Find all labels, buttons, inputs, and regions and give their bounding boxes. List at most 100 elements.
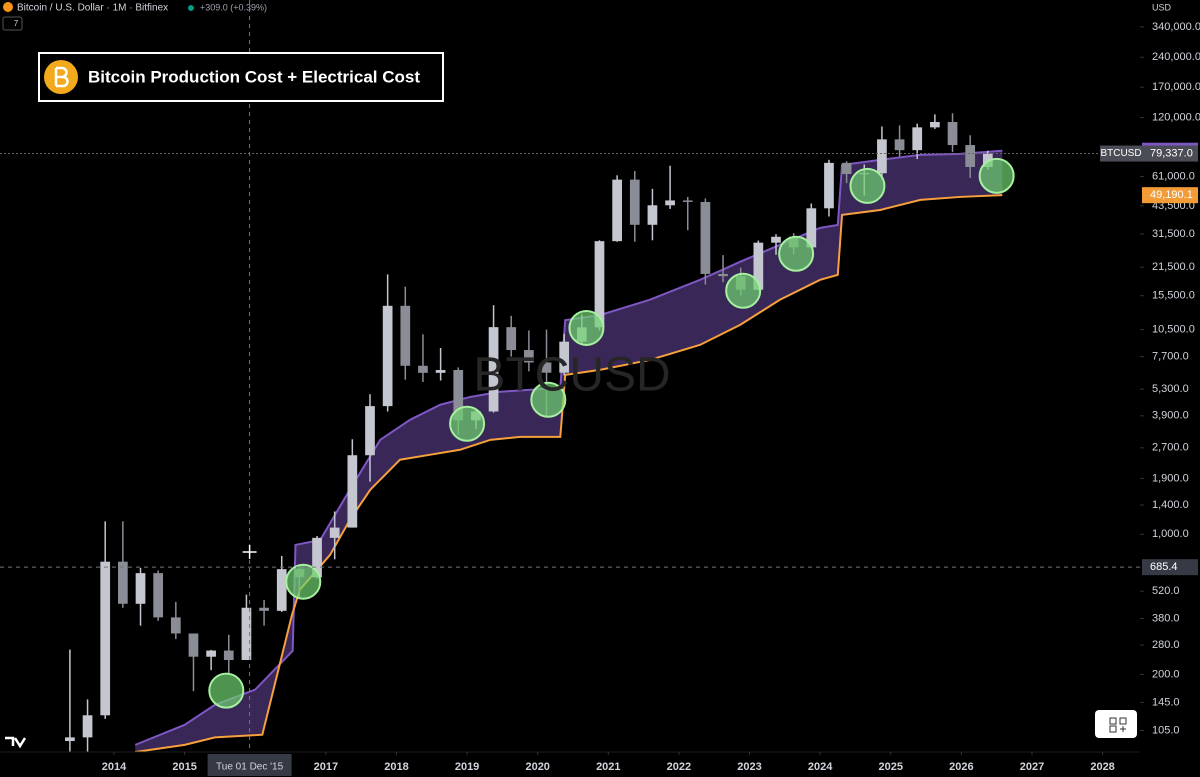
candle-body <box>771 236 781 243</box>
marker <box>530 381 567 418</box>
marker <box>849 167 886 204</box>
marker <box>449 405 486 442</box>
price-tag: 79,337.0 <box>1150 147 1193 159</box>
x-tick-label: 2018 <box>384 761 408 773</box>
candle-body <box>824 162 834 209</box>
candle-body <box>382 305 393 407</box>
y-tick-label: 120,000.0 <box>1152 111 1200 123</box>
currency: USD <box>1152 2 1172 12</box>
title-box <box>38 52 444 102</box>
candle-body <box>188 633 199 657</box>
marker <box>285 563 322 600</box>
price-tag: 49,190.1 <box>1150 189 1193 201</box>
candle-body <box>594 241 605 328</box>
candle-body <box>400 305 411 366</box>
candle-body <box>418 365 428 373</box>
candle-body <box>435 370 446 373</box>
y-tick-label: 7,700.0 <box>1152 351 1189 363</box>
candle-body <box>647 205 658 225</box>
bitcoin-glyph <box>54 66 69 88</box>
candle-body <box>947 122 958 146</box>
x-tick-label: 2025 <box>879 761 903 773</box>
candle-body <box>894 139 905 151</box>
candle-body <box>347 455 358 528</box>
x-tick-label: 2022 <box>667 761 691 773</box>
axes: 105.0 145.0 200.0 280.0 380.0 520.0 1,000.0 1,4… <box>0 21 1200 777</box>
y-tick-label: 1,400.0 <box>1152 499 1189 511</box>
crosshair-x-bg <box>207 754 292 776</box>
candle-body <box>612 179 622 242</box>
y-tick-label: 2,700.0 <box>1152 442 1189 454</box>
candle-body <box>841 162 852 175</box>
y-tick-label: 200.0 <box>1152 668 1180 680</box>
candle-body <box>223 650 234 660</box>
crosshair-y-bg <box>1142 559 1198 576</box>
candle-body <box>82 715 93 738</box>
y-tick-label: 1,900.0 <box>1152 472 1189 484</box>
candle-body <box>276 569 287 611</box>
tag-bg <box>1100 145 1142 162</box>
candle-body <box>206 650 216 657</box>
y-tick-label: 280.0 <box>1152 639 1180 651</box>
y-tick-label: 10,500.0 <box>1152 324 1195 336</box>
candle-body <box>329 527 340 538</box>
candle-body <box>877 139 887 174</box>
candle-body <box>753 242 764 290</box>
x-tick-label: 2017 <box>314 761 338 773</box>
x-tick-label: 2014 <box>102 761 127 773</box>
x-tick-label: 2024 <box>808 761 833 773</box>
candle-body <box>559 341 570 373</box>
candle-body <box>170 617 181 634</box>
y-tick-label: 5,300.0 <box>1152 383 1189 395</box>
candle-body <box>912 127 923 151</box>
marker <box>568 309 605 346</box>
y-tick-label: 145.0 <box>1152 696 1180 708</box>
marker <box>208 672 245 709</box>
price-tag-bg <box>1142 187 1198 204</box>
x-tick-label: 2020 <box>525 761 549 773</box>
crosshair-y-label: 685.4 <box>1150 561 1178 573</box>
candle-body <box>718 273 728 277</box>
x-tick-label: 2023 <box>737 761 761 773</box>
y-tick-label: 170,000.0 <box>1152 81 1200 93</box>
badge[interactable] <box>2 16 23 31</box>
y-tick-label: 21,500.0 <box>1152 261 1195 273</box>
marker <box>725 272 762 309</box>
plot-area <box>0 0 1140 752</box>
candle-body <box>135 573 146 604</box>
candle-body <box>153 573 164 618</box>
candle-body <box>100 561 111 716</box>
marker <box>778 235 815 272</box>
candle-body <box>700 201 711 274</box>
x-tick-label: 2028 <box>1090 761 1114 773</box>
candle-body <box>241 607 252 660</box>
candle-body <box>453 370 464 421</box>
candle-body <box>312 537 322 578</box>
logo <box>5 736 27 749</box>
y-tick-label: 31,500.0 <box>1152 228 1195 240</box>
candle-body <box>524 350 534 363</box>
x-tick-label: 2027 <box>1020 761 1044 773</box>
candle-body <box>806 208 817 248</box>
candle-body <box>365 406 375 456</box>
tag: BTCUSD <box>1100 148 1141 159</box>
y-tick-label: 240,000.0 <box>1152 51 1200 63</box>
y-tick-label: 1,000.0 <box>1152 528 1189 540</box>
interval-badge: 7 <box>14 19 19 28</box>
y-tick-label: 105.0 <box>1152 724 1180 736</box>
y-tick-label: 61,000.0 <box>1152 170 1195 182</box>
x-tick-label: 2021 <box>596 761 620 773</box>
symbol: Bitcoin / U.S. Dollar · 1M · Bitfinex <box>17 3 168 14</box>
y-tick-label: 520.0 <box>1152 585 1180 597</box>
watermark: BTCUSD <box>473 349 670 402</box>
symbol-icon <box>3 2 13 12</box>
candle-body <box>118 561 128 604</box>
change: +309.0 (+0.39%) <box>200 2 267 12</box>
candle-body <box>930 122 940 128</box>
y-tick-label: 340,000.0 <box>1152 21 1200 33</box>
y-tick-label: 380.0 <box>1152 612 1180 624</box>
cursor <box>242 545 257 559</box>
y-tick-label: 3,900.0 <box>1152 410 1189 422</box>
